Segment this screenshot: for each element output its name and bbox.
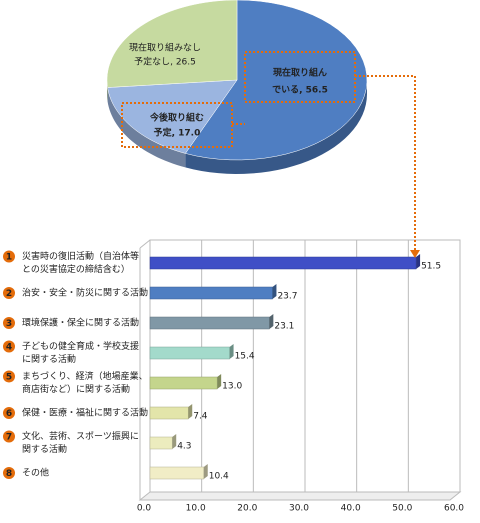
bar xyxy=(149,376,218,390)
bar xyxy=(149,406,189,420)
data-label: 予定なし, 26.5 xyxy=(134,56,196,68)
x-tick-label: 30.0 xyxy=(289,504,309,514)
category-number: 6 xyxy=(6,409,12,419)
data-label: 今後取り組む xyxy=(149,112,204,124)
annotation xyxy=(121,51,416,252)
category-number: 2 xyxy=(6,289,12,299)
data-label: 4.3 xyxy=(177,442,191,452)
y-tick-label: 関する活動 xyxy=(22,443,67,455)
bar xyxy=(149,346,230,360)
x-tick-label: 50.0 xyxy=(392,504,412,514)
y-tick-label: 環境保護・保全に関する活動 xyxy=(22,317,139,329)
data-label: 15.4 xyxy=(235,352,255,362)
bar-side xyxy=(217,374,222,389)
pie-slice xyxy=(107,79,238,154)
bar-side xyxy=(272,284,277,299)
category-number: 4 xyxy=(6,343,12,353)
y-tick-label: 子どもの健全育成・学校支援 xyxy=(22,340,139,352)
pie-slice xyxy=(184,0,368,161)
bar-side xyxy=(229,344,234,359)
data-label: 10.4 xyxy=(209,472,229,482)
number-badge xyxy=(3,407,15,419)
data-label: 23.7 xyxy=(277,292,297,302)
bar-side xyxy=(203,464,208,479)
bar-side xyxy=(269,314,274,329)
connector xyxy=(355,75,416,252)
category-number: 1 xyxy=(6,253,12,263)
category-number: 7 xyxy=(6,433,12,443)
number-badge xyxy=(3,340,15,353)
y-tick-label: 災害時の復旧活動（自治体等 xyxy=(22,250,139,262)
data-label: 23.1 xyxy=(274,322,294,332)
data-label: 13.0 xyxy=(222,382,242,392)
y-tick-label: 文化、芸術、スポーツ振興に xyxy=(22,430,139,442)
bar xyxy=(149,256,417,270)
bar xyxy=(149,466,204,480)
data-label: でいる, 56.5 xyxy=(272,85,328,96)
bar xyxy=(149,436,173,450)
plot-floor xyxy=(138,491,462,501)
y-tick-label: との災害協定の締結含む） xyxy=(22,263,130,275)
bar-side xyxy=(188,404,193,419)
x-tick-label: 10.0 xyxy=(186,504,206,514)
data-label: 現在取り組みなし xyxy=(129,42,201,54)
bar xyxy=(149,316,270,330)
bar-side xyxy=(416,254,421,269)
data-label: 7.4 xyxy=(193,412,208,422)
bar-side xyxy=(172,434,177,449)
data-label: 予定, 17.0 xyxy=(154,127,201,139)
x-tick-label: 60.0 xyxy=(444,504,464,514)
y-tick-label: まちづくり、経済（地場産業、 xyxy=(22,370,148,382)
x-tick-label: 0.0 xyxy=(137,504,152,514)
x-tick-label: 40.0 xyxy=(341,504,361,514)
y-tick-label: に関する活動 xyxy=(22,353,76,365)
number-badge xyxy=(3,250,15,263)
pie-side xyxy=(185,80,367,174)
category-number: 3 xyxy=(6,319,12,329)
data-label: 51.5 xyxy=(421,262,441,272)
number-badge xyxy=(3,317,15,329)
arrow-head xyxy=(410,250,420,258)
pie-slice xyxy=(106,0,238,88)
category-number: 5 xyxy=(6,373,12,383)
number-badge xyxy=(3,370,15,383)
plot-edge xyxy=(139,239,151,249)
category-number: 8 xyxy=(6,469,12,479)
number-badge xyxy=(3,467,15,479)
y-tick-label: 商店街など）に関する活動 xyxy=(22,383,130,395)
y-tick-label: その他 xyxy=(22,467,49,479)
bar xyxy=(149,286,273,300)
x-tick-label: 20.0 xyxy=(237,504,257,514)
number-badge xyxy=(3,287,15,299)
data-label: 現在取り組ん xyxy=(273,67,327,79)
number-badge xyxy=(3,430,15,443)
y-tick-label: 治安・安全・防災に関する活動 xyxy=(22,287,148,299)
y-tick-label: 保健・医療・福祉に関する活動 xyxy=(22,407,148,419)
